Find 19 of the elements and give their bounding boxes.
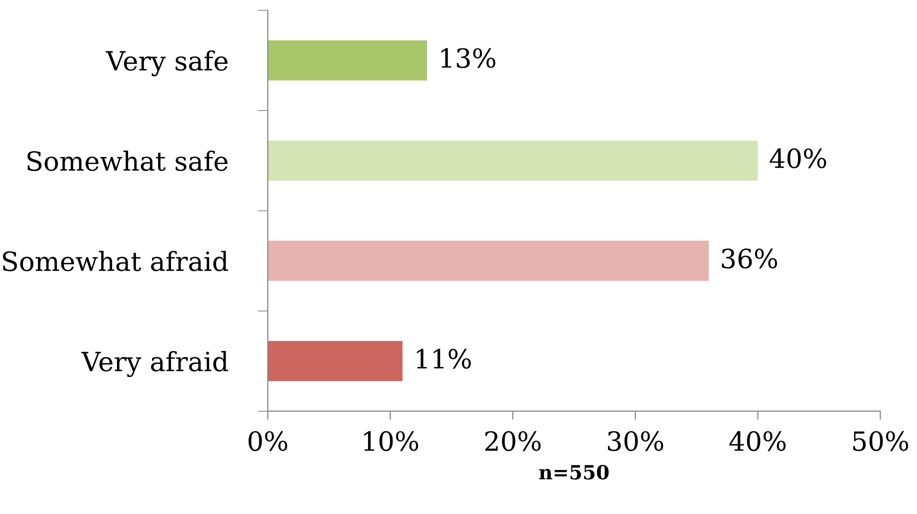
data-label: 13% [441,48,496,68]
data-label: 11% [416,348,471,369]
bar [268,140,758,181]
x-tick-label: 20% [485,431,541,452]
data-label: 36% [722,248,778,269]
y-tick-label: Somewhat safe [28,150,228,172]
x-tick-label: 0% [248,431,288,452]
x-tick-label: 10% [364,431,418,452]
y-tick-label: Somewhat afraid [2,250,228,272]
y-tick-label: Very safe [106,50,228,76]
bar [268,341,403,382]
x-axis-title: n=550 [539,464,609,480]
bar [268,240,709,281]
x-tick-label: 50% [853,431,908,452]
bar [268,40,428,80]
y-tick-label: Very afraid [81,351,228,377]
x-tick-label: 30% [608,431,664,452]
x-tick-label: 40% [729,431,786,452]
data-label: 40% [770,148,826,168]
